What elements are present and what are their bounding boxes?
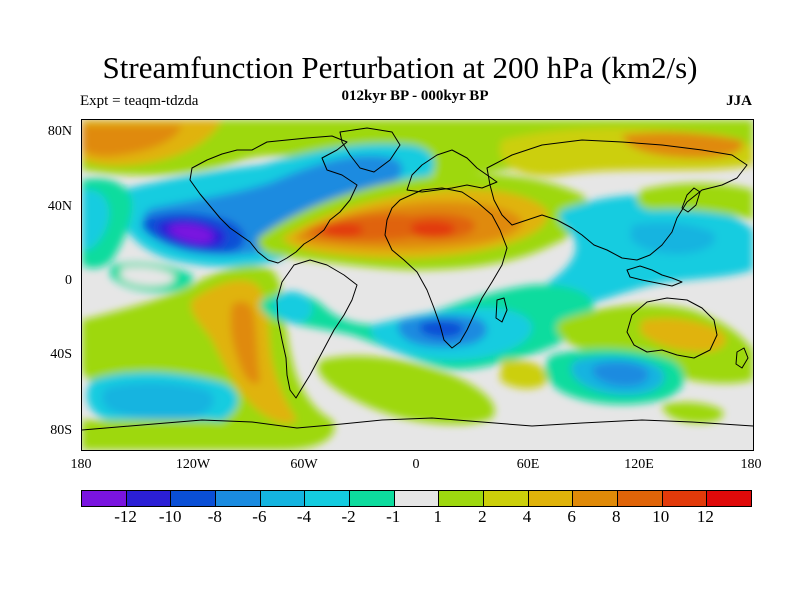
colorbar-label-1: -10: [158, 507, 182, 526]
lon-label-180e: 180: [740, 457, 762, 472]
field-south-pacific-cyan-inner: [102, 382, 214, 420]
lon-label-0: 0: [412, 457, 420, 472]
coastlines: [82, 127, 753, 431]
lat-label-40s: 40S: [50, 347, 72, 362]
coast-africa: [384, 187, 508, 349]
coast-japan: [681, 187, 701, 213]
lat-label-equator: 0: [65, 273, 72, 288]
plot-subtitle: 012kyr BP - 000kyr BP: [341, 88, 489, 104]
colorbar-swatch-1: [126, 491, 172, 506]
field-brazil-cyan: [274, 291, 313, 324]
coast-antarctica: [82, 417, 753, 431]
lon-label-60w: 60W: [290, 457, 318, 472]
field-eqpac-gray: [120, 266, 175, 286]
field-antarctic-positive: [662, 402, 724, 423]
coast-greenland: [339, 127, 401, 173]
lon-label-60e: 60E: [516, 457, 540, 472]
colorbar-label-9: 4: [522, 507, 532, 526]
field-sepac-orange: [230, 301, 260, 384]
colorbar-label-11: 8: [611, 507, 621, 526]
field-eastpac-positive: [636, 183, 753, 220]
field-sindian-gold: [500, 359, 548, 389]
colorbar-label-4: -4: [296, 507, 312, 526]
field-africa-red: [411, 220, 455, 238]
coast-madagascar: [495, 297, 508, 323]
colorbar-label-5: -2: [341, 507, 356, 526]
colorbar-label-12: 10: [652, 507, 670, 526]
lat-label-40n: 40N: [47, 199, 72, 214]
map-panel: [81, 119, 754, 451]
lat-label-80n: 80N: [47, 124, 72, 139]
field-na-purple: [168, 224, 214, 244]
field-south-pacific-green: [82, 322, 183, 370]
colorbar-swatch-4: [260, 491, 306, 506]
lon-label-120w: 120W: [175, 457, 211, 472]
field-se-pacific-positive: [82, 420, 282, 450]
colorbar-swatch-14: [707, 491, 752, 506]
colorbar-swatch-3: [216, 491, 261, 506]
coast-north-america: [189, 135, 358, 264]
season-label: JJA: [726, 93, 752, 109]
colorbar-label-7: 1: [433, 507, 443, 526]
colorbar-swatch-9: [484, 491, 529, 506]
coast-asia: [486, 139, 748, 261]
map-svg: [82, 120, 753, 450]
colorbar-label-10: 6: [567, 507, 576, 526]
colorbar-label-0: -12: [114, 507, 137, 526]
colorbar-swatch-7: [394, 491, 440, 506]
colorbar-label-13: 12: [696, 507, 714, 526]
colorbar-label-3: -6: [252, 507, 267, 526]
field-asia-negative: [543, 194, 753, 310]
colorbar-swatch-0: [82, 491, 127, 506]
coast-southeast-asia-islands: [626, 265, 683, 287]
colorbar-swatch-10: [528, 491, 574, 506]
coast-australia: [626, 297, 718, 359]
colorbar-swatch-13: [662, 491, 708, 506]
field-arctic-orange: [82, 125, 182, 157]
field-pacific-north-cyan: [82, 189, 110, 250]
colorbar-label-8: 2: [478, 507, 487, 526]
plot-title: Streamfunction Perturbation at 200 hPa (…: [102, 50, 698, 85]
lon-label-180w: 180: [70, 457, 92, 472]
colorbar-swatch-2: [171, 491, 217, 506]
field-south-indian-blue: [592, 362, 649, 387]
colorbar-swatch-5: [305, 491, 351, 506]
colorbar-swatch-12: [618, 491, 663, 506]
colorbar-swatch-6: [350, 491, 395, 506]
colorbar-swatch-8: [439, 491, 485, 506]
experiment-label: Expt = teaqm-tdzda: [80, 93, 199, 109]
colorbar-label-6: -1: [386, 507, 401, 526]
coast-south-america: [276, 259, 358, 399]
colorbar-swatch-11: [573, 491, 619, 506]
coast-new-zealand: [735, 347, 749, 369]
lon-label-120e: 120E: [624, 457, 654, 472]
field-aus-gold: [640, 318, 726, 352]
contour-fields: [82, 120, 753, 450]
field-asia-cyan: [630, 222, 716, 255]
field-atlantic-red: [321, 223, 364, 237]
colorbar: [81, 490, 752, 507]
field-sindian-positive: [317, 355, 495, 425]
colorbar-label-2: -8: [207, 507, 222, 526]
coast-europe: [406, 149, 498, 193]
lat-label-80s: 80S: [50, 423, 72, 438]
